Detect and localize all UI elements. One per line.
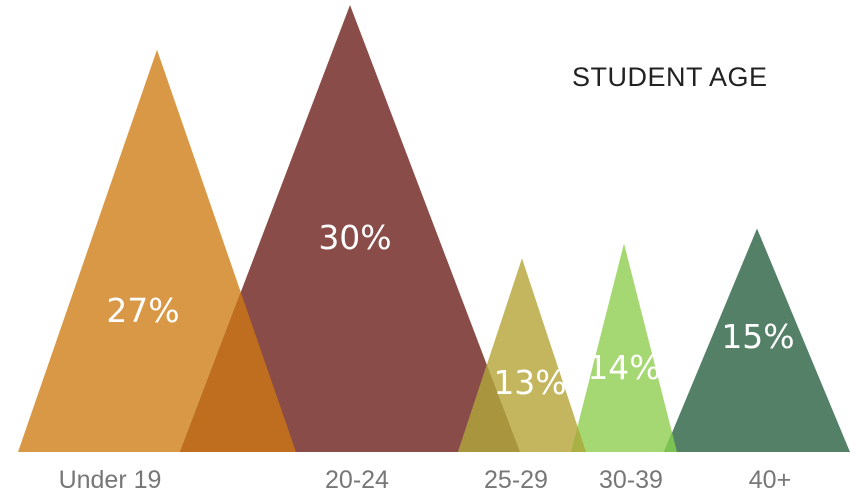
- category-label-20-24: 20-24: [325, 466, 389, 494]
- triangle-40: [664, 228, 850, 452]
- value-label-20-24: 30%: [318, 218, 391, 257]
- category-label-under-19: Under 19: [59, 466, 162, 494]
- value-label-40: 15%: [721, 317, 794, 356]
- triangle-20-24: [180, 5, 520, 452]
- category-label-30-39: 30-39: [599, 466, 663, 494]
- overlap-under-19-20-24: [180, 292, 296, 452]
- value-label-under-19: 27%: [106, 291, 179, 330]
- overlap-25-29-30-39: [571, 426, 586, 452]
- overlap-20-24-25-29: [458, 364, 520, 452]
- chart-overlaps: [180, 292, 677, 452]
- chart-labels: 27% 30% 13% 14% 15% Under 19 20-24 25-29 30-39 40…: [59, 218, 795, 494]
- category-label-25-29: 25-29: [484, 466, 548, 494]
- value-label-25-29: 13%: [493, 363, 566, 402]
- category-label-40: 40+: [749, 466, 791, 494]
- chart-title: STUDENT AGE: [572, 62, 768, 92]
- value-label-30-39: 14%: [587, 348, 660, 387]
- overlap-30-39-40: [664, 432, 677, 452]
- triangle-30-39: [571, 243, 677, 452]
